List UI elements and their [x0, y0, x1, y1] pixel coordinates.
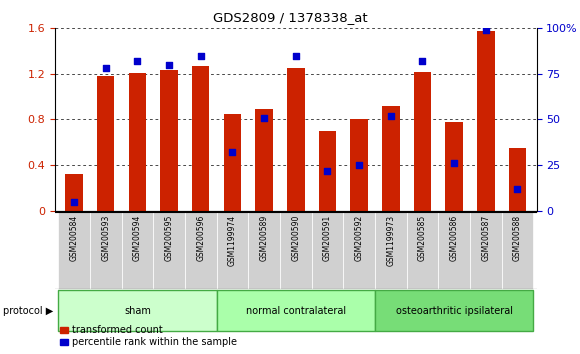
Text: osteoarthritic ipsilateral: osteoarthritic ipsilateral [396, 306, 513, 316]
Bar [97, 76, 114, 211]
Text: GSM200589: GSM200589 [260, 215, 269, 261]
Text: GSM200596: GSM200596 [196, 215, 205, 261]
Text: GSM200591: GSM200591 [323, 215, 332, 261]
Point [70, 199, 79, 204]
Bar [185, 212, 216, 289]
Text: GSM200594: GSM200594 [133, 215, 142, 261]
Bar [224, 114, 241, 211]
Bar [319, 131, 336, 211]
Text: GSM200593: GSM200593 [102, 215, 110, 261]
Bar [192, 66, 209, 211]
Bar [438, 212, 470, 289]
Bar [58, 290, 216, 331]
Bar [509, 148, 526, 211]
Point [165, 62, 174, 68]
Bar [255, 109, 273, 211]
Bar [350, 120, 368, 211]
Text: GSM1199974: GSM1199974 [228, 215, 237, 266]
Bar [470, 212, 502, 289]
Text: GSM200587: GSM200587 [481, 215, 490, 261]
Point [450, 160, 459, 166]
Bar [153, 212, 185, 289]
Bar [216, 212, 248, 289]
Text: GSM200590: GSM200590 [291, 215, 300, 261]
Bar [407, 212, 438, 289]
Text: GSM200595: GSM200595 [165, 215, 173, 261]
Text: GSM1199973: GSM1199973 [386, 215, 396, 266]
Text: GSM200585: GSM200585 [418, 215, 427, 261]
Point [386, 113, 396, 119]
Bar [382, 106, 400, 211]
Text: GSM200592: GSM200592 [354, 215, 364, 261]
Text: GSM200586: GSM200586 [450, 215, 459, 261]
Point [513, 186, 522, 192]
Point [101, 65, 110, 71]
Text: sham: sham [124, 306, 151, 316]
Text: GSM200584: GSM200584 [70, 215, 79, 261]
Bar [280, 212, 311, 289]
Point [133, 58, 142, 64]
Point [323, 168, 332, 173]
Point [228, 149, 237, 155]
Text: GSM200588: GSM200588 [513, 215, 522, 261]
Bar [122, 212, 153, 289]
Point [259, 115, 269, 120]
Text: GDS2809 / 1378338_at: GDS2809 / 1378338_at [213, 11, 367, 24]
Bar [477, 30, 495, 211]
Text: protocol ▶: protocol ▶ [3, 306, 53, 316]
Legend: transformed count, percentile rank within the sample: transformed count, percentile rank withi… [60, 325, 237, 347]
Point [481, 27, 491, 33]
Point [291, 53, 300, 58]
Bar [58, 212, 90, 289]
Bar [375, 290, 534, 331]
Bar [66, 174, 83, 211]
Bar [375, 212, 407, 289]
Bar [129, 73, 146, 211]
Point [418, 58, 427, 64]
Text: normal contralateral: normal contralateral [246, 306, 346, 316]
Bar [343, 212, 375, 289]
Bar [287, 68, 305, 211]
Point [354, 162, 364, 168]
Bar [502, 212, 534, 289]
Bar [161, 70, 178, 211]
Bar [414, 72, 431, 211]
Bar [216, 290, 375, 331]
Bar [90, 212, 122, 289]
Bar [311, 212, 343, 289]
Bar [248, 212, 280, 289]
Bar [445, 122, 463, 211]
Point [196, 53, 205, 58]
